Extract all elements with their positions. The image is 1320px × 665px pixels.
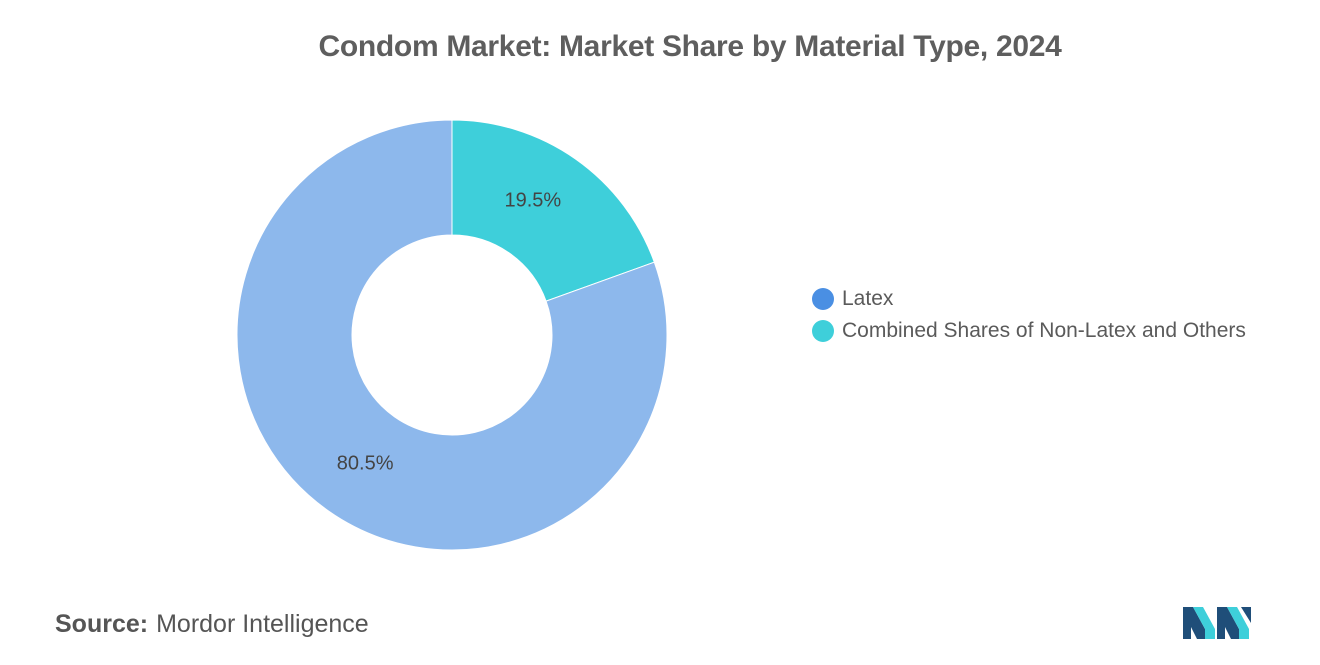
legend-label-non-latex-others: Combined Shares of Non-Latex and Others <box>842 319 1246 342</box>
data-label-latex: 80.5% <box>337 452 394 474</box>
legend-label-latex: Latex <box>842 287 894 310</box>
legend-item-non-latex-others[interactable]: Combined Shares of Non-Latex and Others <box>812 315 1246 347</box>
data-label-non-latex-others: 19.5% <box>504 190 561 212</box>
source-label: Source: <box>55 610 149 638</box>
donut-slices <box>236 119 668 551</box>
source-value: Mordor Intelligence <box>156 610 369 638</box>
donut-slice-latex[interactable] <box>236 119 668 551</box>
legend-item-latex[interactable]: Latex <box>812 283 1246 315</box>
donut-data-labels: 19.5% 80.5% <box>337 190 562 475</box>
chart-legend: Latex Combined Shares of Non-Latex and O… <box>812 283 1246 347</box>
legend-swatch-non-latex-others <box>812 320 834 342</box>
source-note: Source: Mordor Intelligence <box>55 610 369 639</box>
mordor-intelligence-logo-icon <box>1183 607 1251 639</box>
donut-slice-non-latex-others[interactable] <box>451 119 655 302</box>
legend-swatch-latex <box>812 288 834 310</box>
chart-title: Condom Market: Market Share by Material … <box>318 30 1062 63</box>
